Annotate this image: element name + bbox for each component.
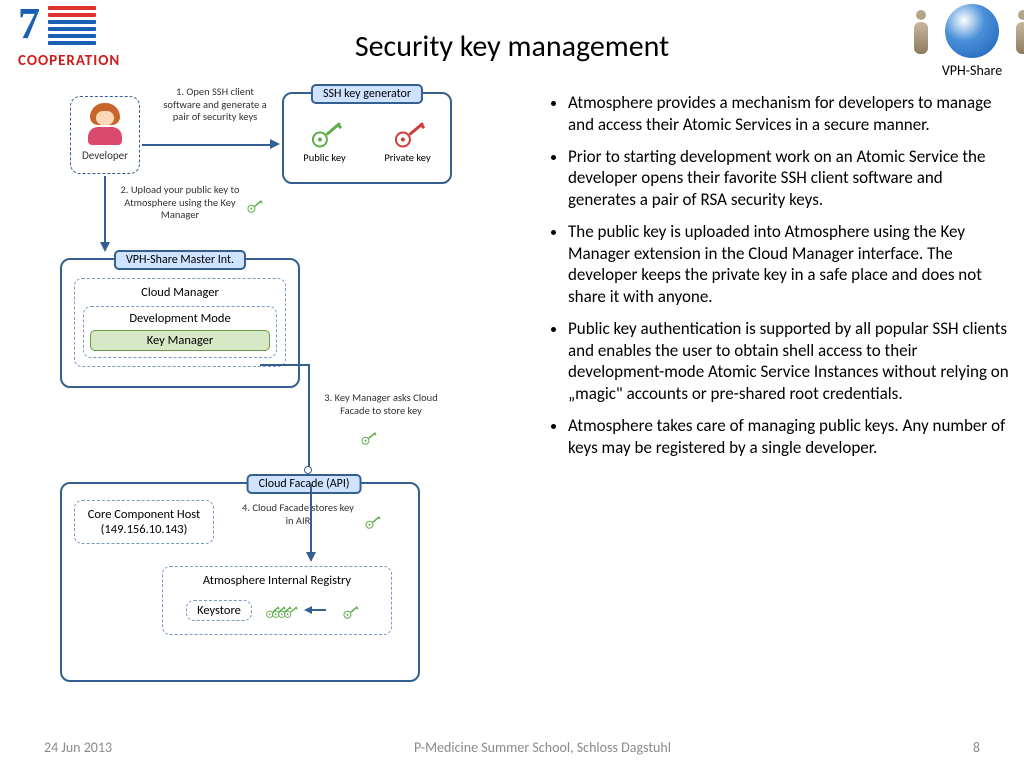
vph-share-label: VPH-Share	[932, 62, 1012, 79]
developer-icon	[85, 103, 125, 147]
key-manager-box: Key Manager	[90, 330, 270, 351]
cloud-manager-label: Cloud Manager	[83, 285, 277, 300]
footer: 24 Jun 2013 P-Medicine Summer School, Sc…	[0, 739, 1024, 756]
keystore-arrow-icon	[304, 606, 326, 614]
step1-label: 1. Open SSH client software and generate…	[160, 86, 270, 124]
vph-master-title: VPH-Share Master Int.	[114, 250, 246, 270]
air-title: Atmosphere Internal Registry	[169, 573, 385, 588]
keystore-box: Keystore	[186, 600, 252, 621]
private-key-icon	[382, 105, 433, 156]
cooperation-word: COOPERATION	[18, 52, 158, 70]
arrow-3h	[260, 364, 310, 366]
step2-key-icon	[241, 191, 266, 216]
ssh-generator-title: SSH key generator	[311, 84, 423, 104]
step2-label: 2. Upload your public key to Atmosphere …	[120, 184, 240, 222]
footer-date: 24 Jun 2013	[44, 739, 112, 756]
core-host-l1: Core Component Host	[79, 507, 209, 522]
flow-diagram: Developer 1. Open SSH client software an…	[60, 86, 500, 696]
step4-key-icon	[359, 507, 384, 532]
bullet-item: Public key authentication is supported b…	[568, 318, 1010, 405]
core-host-container: Cloud Facade (API) Core Component Host (…	[60, 482, 420, 682]
arrow-2	[104, 176, 106, 244]
bullet-item: Atmosphere takes care of managing public…	[568, 415, 1010, 459]
joint-circle	[304, 466, 312, 474]
ssh-generator-box: SSH key generator Public key Private key	[282, 92, 452, 184]
arrow-4	[310, 484, 312, 554]
air-box: Atmosphere Internal Registry Keystore	[162, 566, 392, 635]
core-host-box: Core Component Host (149.156.10.143)	[74, 500, 214, 544]
bullet-list: Atmosphere provides a mechanism for deve…	[548, 92, 1010, 468]
bullet-item: Prior to starting development work on an…	[568, 146, 1010, 211]
developer-box: Developer	[70, 96, 140, 174]
incoming-key-icon	[337, 597, 362, 622]
vph-master-box: VPH-Share Master Int. Cloud Manager Deve…	[60, 258, 300, 388]
bullet-item: Atmosphere provides a mechanism for deve…	[568, 92, 1010, 136]
arrow-3v	[308, 364, 310, 468]
bullet-item: The public key is uploaded into Atmosphe…	[568, 221, 1010, 308]
cooperation-logo: 7 COOPERATION	[18, 6, 158, 86]
developer-label: Developer	[71, 149, 139, 162]
vph-share-logo: VPH-Share	[932, 4, 1012, 79]
dev-mode-label: Development Mode	[90, 311, 270, 326]
footer-page: 8	[973, 739, 980, 756]
step3-label: 3. Key Manager asks Cloud Facade to stor…	[316, 392, 446, 417]
dev-mode-box: Development Mode Key Manager	[83, 306, 277, 358]
public-key-icon	[299, 105, 350, 156]
step4-label: 4. Cloud Facade stores key in AIR	[238, 502, 358, 527]
footer-venue: P-Medicine Summer School, Schloss Dagstu…	[414, 739, 671, 756]
cloud-facade-title: Cloud Facade (API)	[247, 474, 362, 494]
cloud-manager-box: Cloud Manager Development Mode Key Manag…	[74, 278, 286, 367]
step3-key-icon	[355, 423, 380, 448]
arrow-1	[142, 144, 272, 146]
keystore-keys-icon	[258, 598, 298, 622]
core-host-l2: (149.156.10.143)	[79, 522, 209, 537]
